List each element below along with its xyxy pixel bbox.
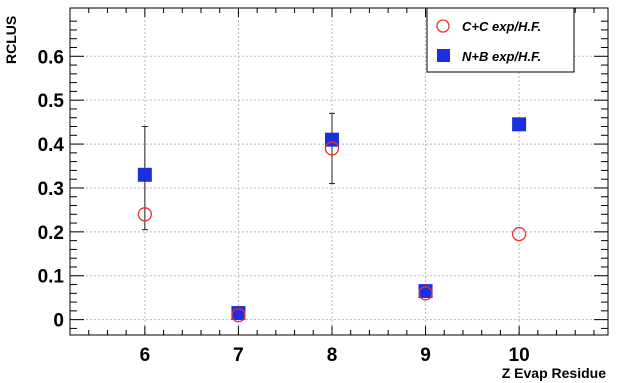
x-tick-label: 7 bbox=[233, 345, 244, 366]
y-tick-label: 0.4 bbox=[38, 135, 65, 156]
y-tick-label: 0.6 bbox=[38, 47, 64, 68]
cc-data-point bbox=[511, 226, 527, 242]
series-markers bbox=[137, 117, 527, 323]
x-tick-labels: 6 7 8 9 10 bbox=[140, 345, 530, 366]
axis-ticks bbox=[69, 8, 608, 335]
y-tick-label: 0.5 bbox=[38, 91, 65, 112]
y-tick-label: 0.3 bbox=[38, 179, 64, 200]
legend-label-nb: N+B exp/H.F. bbox=[462, 49, 541, 64]
plot-frame bbox=[69, 7, 609, 336]
legend: C+C exp/H.F. N+B exp/H.F. bbox=[426, 7, 575, 73]
legend-box bbox=[426, 7, 575, 73]
cc-data-point bbox=[324, 141, 340, 156]
nb-data-point bbox=[137, 167, 152, 182]
x-axis-title: Z Evap Residue bbox=[502, 365, 606, 381]
x-tick-label: 9 bbox=[420, 345, 431, 366]
y-tick-label: 0 bbox=[53, 311, 64, 332]
x-tick-label: 8 bbox=[327, 345, 338, 366]
cc-data-point bbox=[231, 308, 246, 323]
cc-data-point bbox=[137, 207, 153, 222]
cc-data-point bbox=[418, 286, 433, 301]
y-tick-label: 0.2 bbox=[38, 223, 64, 244]
legend-marker-square bbox=[437, 49, 450, 62]
legend-marker-circle bbox=[436, 19, 450, 33]
y-axis-title: RCLUS bbox=[3, 16, 19, 64]
legend-label-cc: C+C exp/H.F. bbox=[462, 19, 541, 34]
x-tick-label: 10 bbox=[509, 345, 530, 366]
nb-data-point bbox=[512, 117, 527, 132]
y-tick-labels: 0 0.1 0.2 0.3 0.4 0.5 0.6 bbox=[38, 47, 65, 331]
x-tick-label: 6 bbox=[140, 345, 151, 366]
y-tick-label: 0.1 bbox=[38, 267, 65, 288]
